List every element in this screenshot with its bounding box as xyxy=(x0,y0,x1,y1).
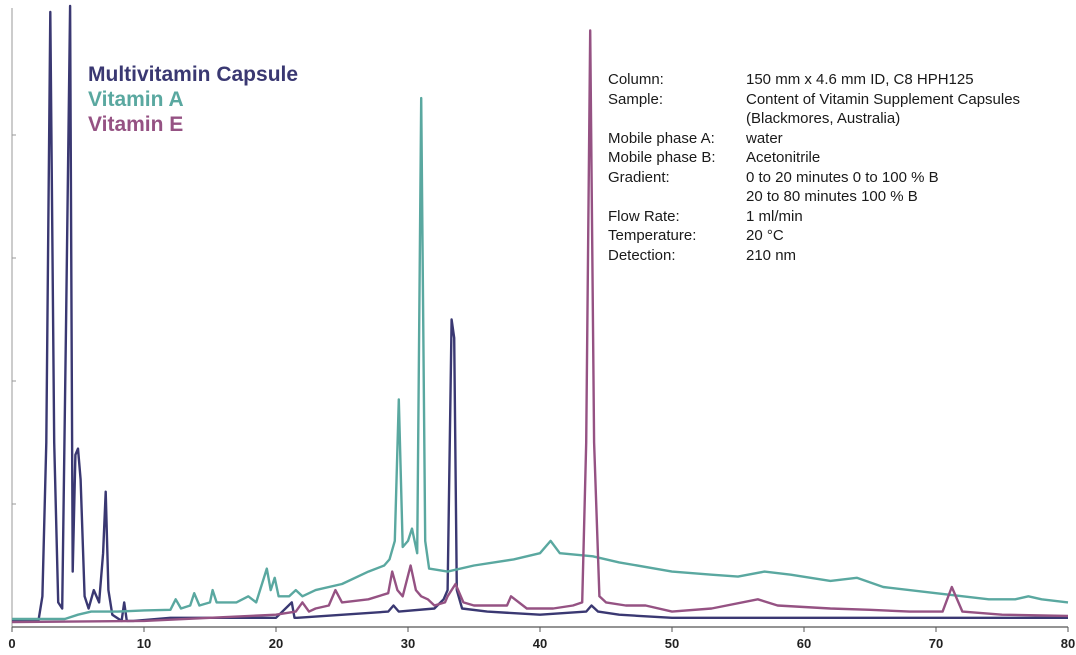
series-line-vitamin-a xyxy=(12,96,1069,621)
info-value: 1 ml/min xyxy=(746,207,803,225)
x-tick-label: 30 xyxy=(401,636,415,651)
x-tick-label: 50 xyxy=(665,636,679,651)
info-row: Mobile phase A: water xyxy=(608,129,1020,149)
info-row: (Blackmores, Australia) xyxy=(608,109,1020,129)
info-row: Temperature: 20 °C xyxy=(608,226,1020,246)
series-group xyxy=(11,4,1069,624)
info-key: Temperature: xyxy=(608,227,697,244)
info-row: Sample: Content of Vitamin Supplement Cap… xyxy=(608,90,1020,110)
info-key: Gradient: xyxy=(608,168,670,186)
legend-entry-vitamin-e: Vitamin E xyxy=(88,113,184,136)
info-key xyxy=(608,109,746,129)
x-tick-label: 80 xyxy=(1061,636,1075,651)
info-value: 20 to 80 minutes 100 % B xyxy=(746,188,918,205)
x-tick-label: 10 xyxy=(137,636,151,651)
info-key: Column: xyxy=(608,71,664,88)
legend: Multivitamin Capsule Vitamin A Vitamin E xyxy=(88,62,298,137)
info-value: 150 mm x 4.6 mm ID, C8 HPH125 xyxy=(746,71,974,88)
x-tick-label: 70 xyxy=(929,636,943,651)
info-key: Mobile phase B: xyxy=(608,149,716,166)
info-value: (Blackmores, Australia) xyxy=(746,110,901,127)
info-row: Column: 150 mm x 4.6 mm ID, C8 HPH125 xyxy=(608,70,1020,90)
info-row: Mobile phase B: Acetonitrile xyxy=(608,148,1020,168)
x-tick-label: 0 xyxy=(8,636,15,651)
legend-entry-multivitamin: Multivitamin Capsule xyxy=(88,63,299,86)
x-tick-label: 40 xyxy=(533,636,547,651)
info-value: Acetonitrile xyxy=(746,149,821,166)
info-value: 210 nm xyxy=(746,246,797,264)
method-info-block: Column: 150 mm x 4.6 mm ID, C8 HPH125 Sam… xyxy=(608,70,1020,265)
info-key: Flow Rate: xyxy=(608,207,680,225)
info-value: 20 °C xyxy=(746,227,784,244)
info-key xyxy=(608,187,746,207)
info-value: water xyxy=(746,129,783,147)
x-tick-label: 60 xyxy=(797,636,811,651)
x-tick-label: 20 xyxy=(269,636,283,651)
info-row: Flow Rate: 1 ml/min xyxy=(608,207,1020,227)
info-value: Content of Vitamin Supplement Capsules xyxy=(746,90,1021,108)
info-row: 20 to 80 minutes 100 % B xyxy=(608,187,1020,207)
info-value: 0 to 20 minutes 0 to 100 % B xyxy=(746,168,939,186)
info-key: Mobile phase A: xyxy=(608,129,715,147)
info-row: Gradient: 0 to 20 minutes 0 to 100 % B xyxy=(608,168,1020,188)
series-line-vitamin-e xyxy=(11,29,1069,624)
legend-entry-vitamin-a: Vitamin A xyxy=(88,88,184,111)
axes: 0 10 20 30 40 50 60 70 80 xyxy=(8,8,1075,651)
info-key: Sample: xyxy=(608,90,664,108)
info-row: Detection: 210 nm xyxy=(608,246,1020,266)
info-key: Detection: xyxy=(608,246,676,264)
